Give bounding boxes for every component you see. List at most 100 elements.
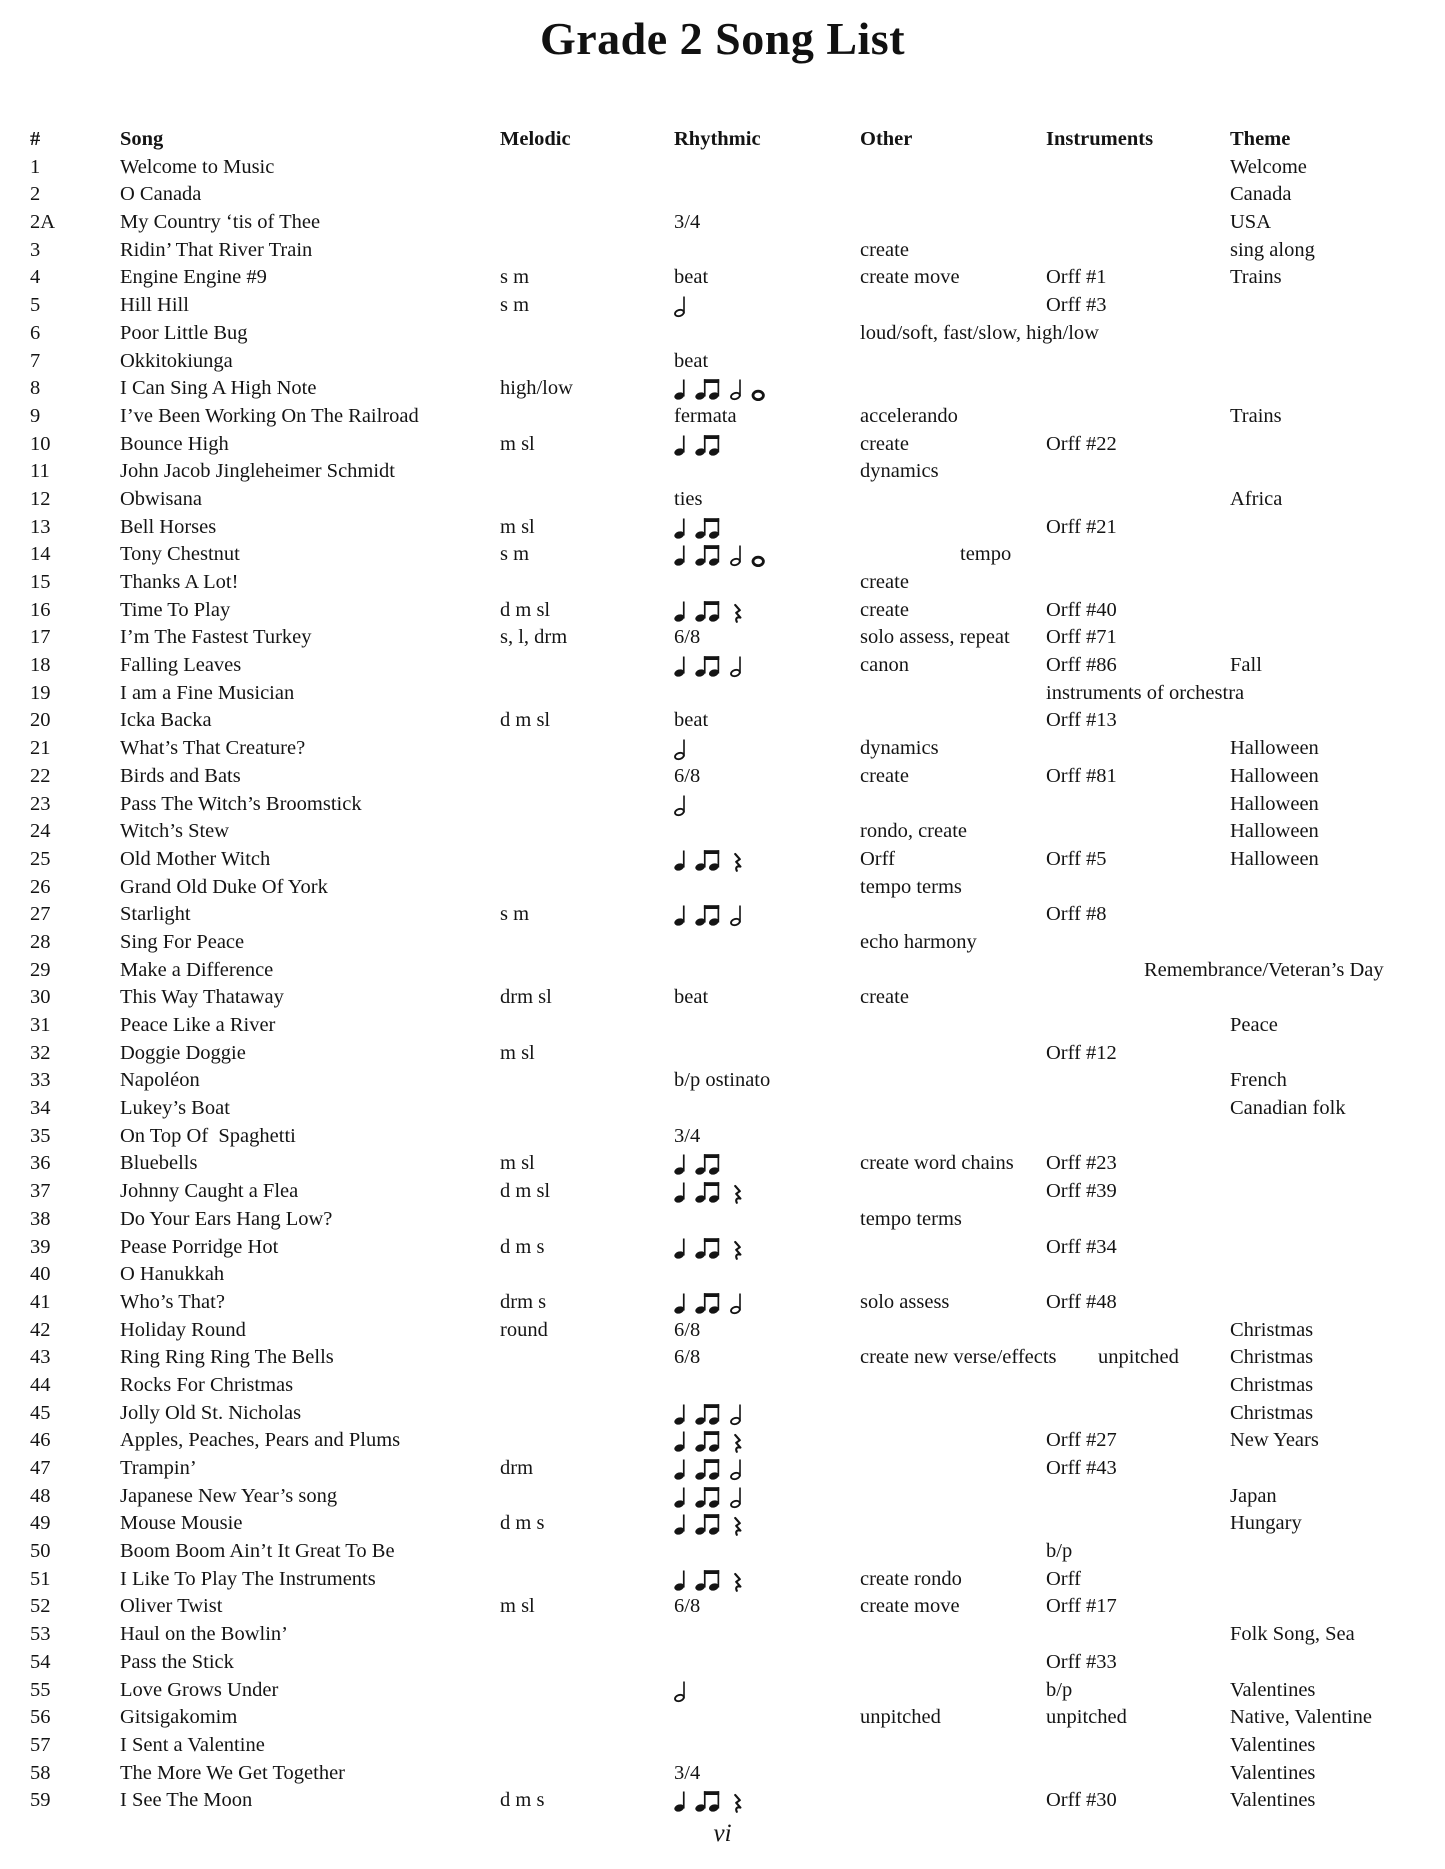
quarter-note-icon <box>674 1455 687 1481</box>
cell-song-title: What’s That Creature? <box>120 737 306 760</box>
cell-melodic: s m <box>500 543 530 566</box>
cell-melodic: m sl <box>500 432 535 455</box>
cell-rhythmic: 6/8 <box>674 1318 701 1341</box>
half-note-icon <box>674 1677 687 1703</box>
cell-rhythmic <box>674 375 774 402</box>
table-row: 36 Bluebells m sl create word chains Orf… <box>0 1150 1445 1178</box>
cell-rhythmic: 3/4 <box>674 1124 701 1147</box>
table-row: 56 Gitsigakomim unpitched unpitched Nati… <box>0 1704 1445 1732</box>
cell-song-title: Make a Difference <box>120 958 274 981</box>
cell-song-title: Holiday Round <box>120 1318 246 1341</box>
cell-instruments: unpitched <box>1098 1346 1179 1369</box>
cell-melodic: m sl <box>500 515 535 538</box>
cell-instruments: instruments of orchestra <box>1046 681 1245 704</box>
quarter-note-icon <box>674 901 687 927</box>
cell-number: 30 <box>30 986 51 1009</box>
table-row: 24 Witch’s Stew rondo, create Halloween <box>0 818 1445 846</box>
cell-number: 2 <box>30 183 41 206</box>
cell-rhythmic <box>674 541 774 568</box>
column-header-other: Other <box>860 128 913 150</box>
cell-number: 9 <box>30 404 41 427</box>
cell-other: tempo terms <box>860 875 962 898</box>
page-title: Grade 2 Song List <box>539 13 906 64</box>
cell-melodic: s m <box>500 294 530 317</box>
cell-theme: Christmas <box>1230 1373 1314 1396</box>
cell-number: 13 <box>30 515 51 538</box>
table-row: 52 Oliver Twist m sl 6/8 create move Orf… <box>0 1593 1445 1621</box>
cell-song-title: Falling Leaves <box>120 654 242 677</box>
cell-song-title: John Jacob Jingleheimer Schmidt <box>120 460 395 483</box>
cell-rhythmic: b/p ostinato <box>674 1069 771 1092</box>
cell-song-title: Haul on the Bowlin’ <box>120 1623 288 1646</box>
eighth-note-pair-icon <box>695 1234 722 1260</box>
cell-theme: Fall <box>1230 654 1262 677</box>
cell-rhythmic <box>674 1510 750 1537</box>
half-note-icon <box>730 1400 743 1426</box>
quarter-rest-icon <box>730 1787 742 1814</box>
cell-melodic: s m <box>500 266 530 289</box>
table-row: 55 Love Grows Under b/p Valentines <box>0 1677 1445 1705</box>
cell-instruments: Orff #12 <box>1046 1041 1117 1064</box>
cell-rhythmic <box>674 1234 750 1261</box>
cell-other: tempo terms <box>860 1207 962 1230</box>
quarter-note-icon <box>674 1150 687 1176</box>
table-row: 49 Mouse Mousie d m s Hungary <box>0 1510 1445 1538</box>
cell-number: 50 <box>30 1540 51 1563</box>
cell-instruments: b/p <box>1046 1540 1073 1563</box>
cell-theme: Halloween <box>1230 764 1319 787</box>
cell-instruments: Orff #1 <box>1046 266 1107 289</box>
cell-song-title: O Canada <box>120 183 202 206</box>
cell-song-title: Pass The Witch’s Broomstick <box>120 792 362 815</box>
cell-rhythmic <box>674 846 750 873</box>
cell-song-title: Jolly Old St. Nicholas <box>120 1401 302 1424</box>
quarter-rest-icon <box>730 1510 742 1537</box>
cell-theme: Halloween <box>1230 792 1319 815</box>
eighth-note-pair-icon <box>695 1178 722 1204</box>
cell-instruments: Orff #13 <box>1046 709 1117 732</box>
cell-theme: New Years <box>1230 1429 1319 1452</box>
table-row: 21 What’s That Creature? dynamics Hallow… <box>0 735 1445 763</box>
quarter-note-icon <box>674 1787 687 1813</box>
cell-number: 38 <box>30 1207 51 1230</box>
cell-instruments: unpitched <box>1046 1706 1127 1729</box>
cell-instruments: Orff #33 <box>1046 1650 1117 1673</box>
cell-melodic: drm sl <box>500 986 552 1009</box>
table-row: 10 Bounce High m sl create Orff #22 <box>0 431 1445 459</box>
table-row: 35 On Top Of Spaghetti 3/4 <box>0 1123 1445 1151</box>
table-row: 41 Who’s That? drm s solo assess Orff #4… <box>0 1289 1445 1317</box>
cell-song-title: I’m The Fastest Turkey <box>120 626 312 649</box>
quarter-note-icon <box>674 1400 687 1426</box>
cell-other: create <box>860 764 909 787</box>
cell-number: 25 <box>30 847 51 870</box>
song-table-body: 1 Welcome to Music Welcome 2 O Canada Ca… <box>0 154 1445 1815</box>
eighth-note-pair-icon <box>695 1483 722 1509</box>
cell-instruments: Orff <box>1046 1567 1081 1590</box>
table-row: 2A My Country ‘tis of Thee 3/4 USA <box>0 209 1445 237</box>
cell-number: 6 <box>30 321 41 344</box>
quarter-note-icon <box>674 431 687 457</box>
eighth-note-pair-icon <box>695 541 722 567</box>
quarter-rest-icon <box>730 1566 742 1592</box>
half-note-icon <box>730 1289 743 1315</box>
cell-rhythmic <box>674 292 695 319</box>
cell-song-title: Lukey’s Boat <box>120 1097 230 1120</box>
cell-other: create <box>860 238 909 261</box>
cell-theme: Christmas <box>1230 1346 1314 1369</box>
cell-other: solo assess, repeat <box>860 626 1010 649</box>
cell-number: 29 <box>30 958 51 981</box>
cell-instruments: Orff #30 <box>1046 1789 1117 1812</box>
cell-number: 57 <box>30 1733 51 1756</box>
cell-rhythmic <box>674 514 730 541</box>
cell-number: 49 <box>30 1512 51 1535</box>
half-note-icon <box>730 375 743 401</box>
cell-song-title: Icka Backa <box>120 709 212 732</box>
table-row: 59 I See The Moon d m s Orff #30 Valenti… <box>0 1787 1445 1815</box>
table-row: 9 I’ve Been Working On The Railroad ferm… <box>0 403 1445 431</box>
cell-instruments: Orff #21 <box>1046 515 1117 538</box>
cell-theme: sing along <box>1230 238 1315 261</box>
cell-number: 31 <box>30 1014 51 1036</box>
cell-rhythmic <box>674 1427 750 1454</box>
table-header-row: # Song Melodic Rhythmic Other Instrument… <box>0 126 1445 154</box>
table-row: 51 I Like To Play The Instruments create… <box>0 1566 1445 1594</box>
table-row: 1 Welcome to Music Welcome <box>0 154 1445 182</box>
